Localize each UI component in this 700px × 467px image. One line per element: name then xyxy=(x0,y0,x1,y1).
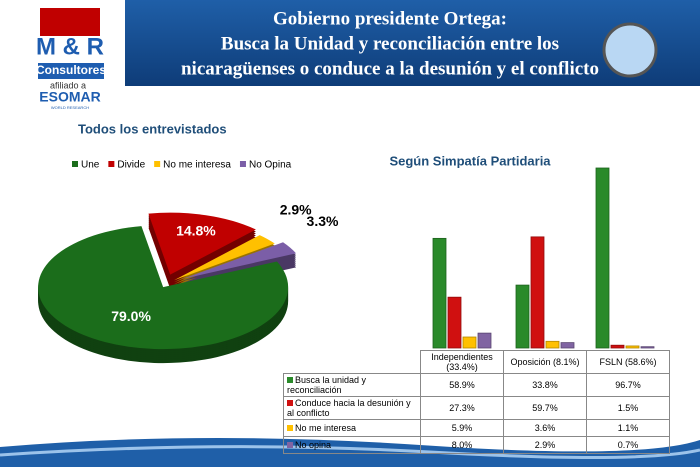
legend-label: Divide xyxy=(117,160,145,171)
bar xyxy=(560,342,575,349)
legend-swatch xyxy=(154,161,161,167)
legend-label: No opina xyxy=(295,440,332,450)
legend-swatch xyxy=(72,161,78,167)
magnifier-icon xyxy=(602,22,658,78)
pie-slice xyxy=(182,242,297,279)
table-row: No opina 8.0% 2.9% 0.7% xyxy=(283,436,670,454)
legend-swatch xyxy=(108,161,115,167)
bar xyxy=(515,284,530,349)
logo-affiliate: afiliado a xyxy=(50,80,86,90)
bar xyxy=(610,344,625,349)
legend-label: Une xyxy=(81,160,100,171)
table-corner xyxy=(284,351,421,374)
table-series-cell: No me interesa xyxy=(283,419,421,437)
legend-label: No Opina xyxy=(249,160,292,171)
table-value: 59.7% xyxy=(503,396,587,420)
bar xyxy=(545,340,560,349)
title-line: Busca la Unidad y reconciliación entre l… xyxy=(221,33,559,54)
logo-icon xyxy=(40,8,100,36)
bar-title: Según Simpatía Partidaria xyxy=(389,153,551,168)
logo-org-sub: WORLD RESEARCH xyxy=(51,105,89,110)
table-value: 33.8% xyxy=(503,373,587,397)
data-label: 2.9% xyxy=(280,202,312,218)
legend-swatch xyxy=(287,442,293,448)
legend-label: Conduce hacia la desunión y al conflicto xyxy=(287,398,411,418)
table-series-cell: No opina xyxy=(283,436,421,454)
table-row: Conduce hacia la desunión y al conflicto… xyxy=(283,396,670,420)
logo-sub: Consultores xyxy=(36,63,106,77)
table-row: No me interesa 5.9% 3.6% 1.1% xyxy=(283,419,670,437)
pie-title: Todos los entrevistados xyxy=(78,121,227,136)
table-value: 0.7% xyxy=(586,436,670,454)
data-label: 3.3% xyxy=(307,213,339,229)
table-header: Independientes (33.4%) xyxy=(420,350,504,374)
table-value: 3.6% xyxy=(503,419,587,437)
logo-name: M & R xyxy=(36,33,104,60)
table-header: FSLN (58.6%) xyxy=(586,350,670,374)
table-header-row: Independientes (33.4%) Oposición (8.1%) FS… xyxy=(284,350,670,374)
pie-slice xyxy=(148,212,256,275)
data-label: 14.8% xyxy=(176,223,216,239)
title-line: Gobierno presidente Ortega: xyxy=(273,8,507,29)
legend-swatch xyxy=(287,377,293,383)
legend-swatch xyxy=(287,400,293,406)
data-label: 79.0% xyxy=(111,308,151,324)
bar xyxy=(432,237,447,349)
logo-org: ESOMAR xyxy=(39,89,100,105)
legend-label: No me interesa xyxy=(295,423,357,433)
legend-label: Busca la unidad y reconciliación xyxy=(287,375,367,395)
logo-sub-bg xyxy=(38,63,104,79)
table-value: 58.9% xyxy=(420,373,504,397)
table-value: 1.5% xyxy=(586,396,670,420)
pie-slice xyxy=(38,226,289,350)
table-header: Oposición (8.1%) xyxy=(503,350,587,374)
bar xyxy=(625,345,640,349)
table-value: 96.7% xyxy=(586,373,670,397)
bar xyxy=(447,296,462,349)
bar xyxy=(530,236,545,349)
table-value: 27.3% xyxy=(420,396,504,420)
legend-swatch xyxy=(239,161,246,167)
pie-slice xyxy=(173,235,275,281)
table-value: 5.9% xyxy=(420,419,504,437)
bar xyxy=(595,167,610,349)
title-line: nicaragüenses o conduce a la desunión y … xyxy=(181,58,599,79)
legend-swatch xyxy=(287,425,293,431)
table-row: Busca la unidad y reconciliación 58.9% 33.… xyxy=(283,373,670,397)
table-value: 1.1% xyxy=(586,419,670,437)
data-table: Independientes (33.4%) Oposición (8.1%) FS… xyxy=(283,350,670,454)
legend-label: No me interesa xyxy=(163,160,231,171)
bar xyxy=(477,332,492,349)
table-value: 2.9% xyxy=(503,436,587,454)
table-series-cell: Conduce hacia la desunión y al conflicto xyxy=(283,396,421,420)
table-value: 8.0% xyxy=(420,436,504,454)
table-series-cell: Busca la unidad y reconciliación xyxy=(283,373,421,397)
bar xyxy=(640,346,655,349)
bar xyxy=(462,336,477,349)
